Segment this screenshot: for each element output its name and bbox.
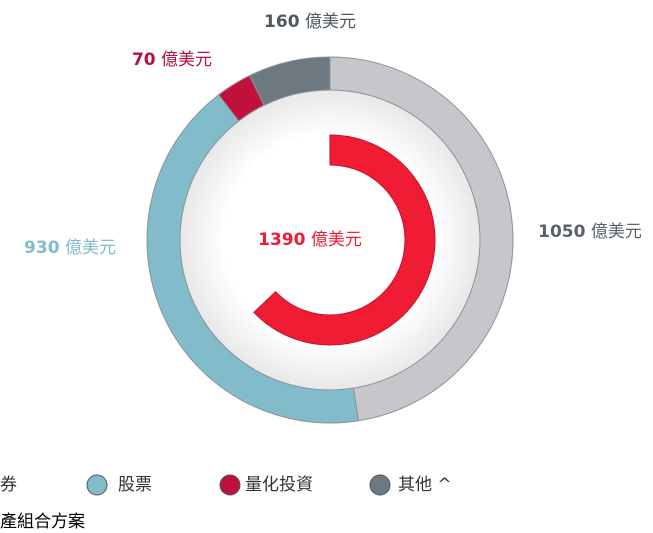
label-value: 160 xyxy=(264,12,300,32)
segment-label: 70 億美元 xyxy=(132,50,212,70)
segment-label: 160 億美元 xyxy=(264,12,356,32)
legend-label: 其他 ^ xyxy=(398,475,452,495)
legend-label: 股票 xyxy=(118,475,152,495)
label-unit: 億美元 xyxy=(591,222,642,242)
inner-label: 1390 億美元 xyxy=(258,230,362,250)
label-value: 1390 xyxy=(258,230,305,250)
legend-label: 券 xyxy=(0,475,17,495)
segment-label: 1050 億美元 xyxy=(538,222,642,242)
label-value: 930 xyxy=(24,238,60,258)
donut-segment xyxy=(248,56,331,106)
legend-marker xyxy=(219,474,241,496)
inner-arc xyxy=(253,134,436,346)
legend-marker xyxy=(369,474,391,496)
label-unit: 億美元 xyxy=(311,230,362,250)
label-unit: 億美元 xyxy=(65,238,116,258)
label-value: 70 xyxy=(132,50,156,70)
segment-label: 930 億美元 xyxy=(24,238,116,258)
inner-backdrop xyxy=(180,90,480,390)
label-unit: 億美元 xyxy=(161,50,212,70)
donut-segment xyxy=(329,56,514,422)
label-value: 1050 xyxy=(538,222,585,242)
legend-label: 量化投資 xyxy=(245,475,313,495)
label-unit: 億美元 xyxy=(305,12,356,32)
legend-marker xyxy=(86,474,108,496)
footer-text: 產組合方案 xyxy=(0,512,85,532)
